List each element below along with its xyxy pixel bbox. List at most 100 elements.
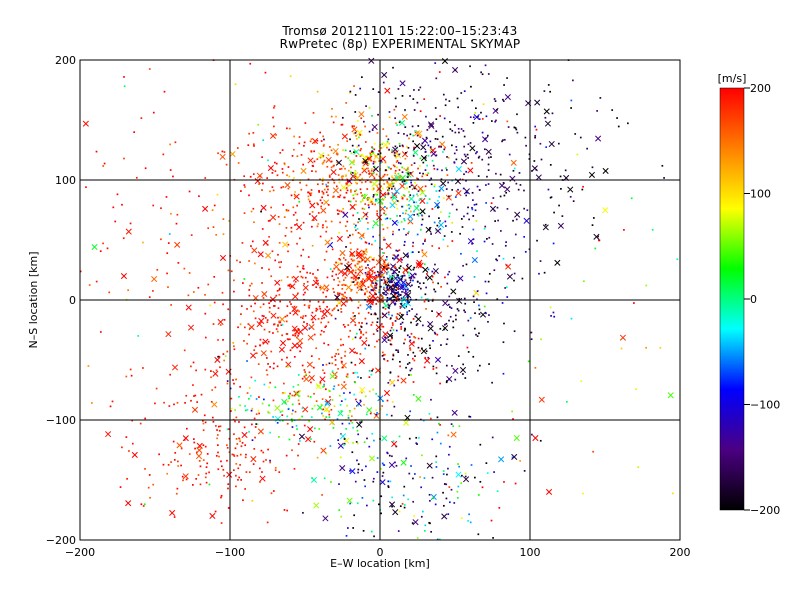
data-point xyxy=(261,314,264,317)
data-point xyxy=(460,482,463,484)
data-point xyxy=(248,471,251,474)
data-point xyxy=(224,355,227,357)
data-point xyxy=(255,352,258,355)
data-point xyxy=(195,369,197,372)
data-point xyxy=(491,243,494,245)
data-point xyxy=(430,177,433,180)
data-point xyxy=(455,318,457,321)
data-point xyxy=(342,366,344,369)
data-point xyxy=(326,165,329,168)
data-point xyxy=(376,193,379,196)
data-point xyxy=(213,301,216,304)
data-point xyxy=(387,194,389,197)
data-point xyxy=(392,164,395,167)
data-point xyxy=(410,465,412,467)
data-point-cross xyxy=(333,263,340,270)
data-point xyxy=(305,184,308,187)
data-point xyxy=(130,374,133,377)
data-point xyxy=(408,207,411,210)
data-point xyxy=(413,359,416,362)
data-point xyxy=(423,477,426,479)
data-point xyxy=(487,169,490,171)
data-point xyxy=(270,275,273,278)
data-point xyxy=(499,230,502,232)
data-point xyxy=(354,190,356,193)
data-point xyxy=(396,178,398,181)
data-point xyxy=(437,199,439,202)
data-point xyxy=(431,208,434,210)
data-point xyxy=(240,190,242,192)
data-point xyxy=(367,264,369,266)
data-point xyxy=(303,144,305,147)
data-point-cross xyxy=(506,273,513,280)
data-point xyxy=(272,189,275,192)
data-point xyxy=(332,121,335,124)
data-point-cross xyxy=(504,186,511,193)
data-point xyxy=(315,286,318,289)
data-point xyxy=(197,474,200,476)
data-point xyxy=(368,390,371,393)
data-point-cross xyxy=(269,132,277,140)
data-point xyxy=(462,334,465,337)
data-point xyxy=(372,388,375,391)
data-point xyxy=(437,312,440,315)
data-point xyxy=(292,409,294,412)
data-point xyxy=(392,254,395,256)
data-point xyxy=(354,170,357,172)
data-point xyxy=(370,284,372,286)
data-point xyxy=(253,448,256,450)
data-point xyxy=(381,295,383,297)
data-point xyxy=(371,369,373,372)
data-point xyxy=(428,344,431,347)
data-point-cross xyxy=(667,392,674,399)
data-point-cross xyxy=(389,202,396,209)
data-point xyxy=(172,440,175,443)
data-point xyxy=(395,284,398,287)
data-point xyxy=(313,150,315,153)
data-point xyxy=(262,460,265,463)
data-point xyxy=(413,266,416,269)
data-point xyxy=(358,260,361,263)
data-point xyxy=(448,319,450,322)
y-tick-label: 0 xyxy=(69,294,76,307)
data-point xyxy=(474,476,476,479)
data-point-cross xyxy=(463,476,470,483)
data-point xyxy=(487,183,490,185)
data-point xyxy=(234,409,236,411)
data-point xyxy=(409,194,412,196)
data-point xyxy=(385,272,388,274)
data-point xyxy=(324,326,327,329)
data-point xyxy=(259,338,262,341)
data-point xyxy=(543,90,546,92)
data-point xyxy=(349,184,351,187)
data-point xyxy=(261,156,263,159)
data-point xyxy=(235,416,238,419)
data-point xyxy=(372,477,375,480)
data-point xyxy=(474,312,476,315)
data-point xyxy=(462,187,465,190)
data-point-cross xyxy=(505,263,512,270)
data-point xyxy=(464,311,467,313)
data-point xyxy=(356,193,359,196)
data-point xyxy=(342,343,345,346)
data-point xyxy=(375,393,378,395)
data-point xyxy=(374,179,377,182)
data-point xyxy=(263,315,265,318)
data-point-cross xyxy=(489,205,497,212)
data-point xyxy=(238,476,241,479)
data-point xyxy=(599,97,602,99)
data-point xyxy=(384,169,387,171)
data-point xyxy=(277,316,279,319)
data-point xyxy=(293,305,296,308)
data-point xyxy=(248,289,251,291)
data-point xyxy=(395,155,397,158)
data-point xyxy=(270,350,273,353)
data-point xyxy=(313,141,316,144)
data-point xyxy=(346,373,349,375)
data-point-cross xyxy=(300,167,307,175)
data-point xyxy=(387,277,390,280)
data-point xyxy=(241,441,244,444)
data-point xyxy=(403,272,405,275)
data-point xyxy=(365,337,368,340)
data-point xyxy=(344,355,346,357)
